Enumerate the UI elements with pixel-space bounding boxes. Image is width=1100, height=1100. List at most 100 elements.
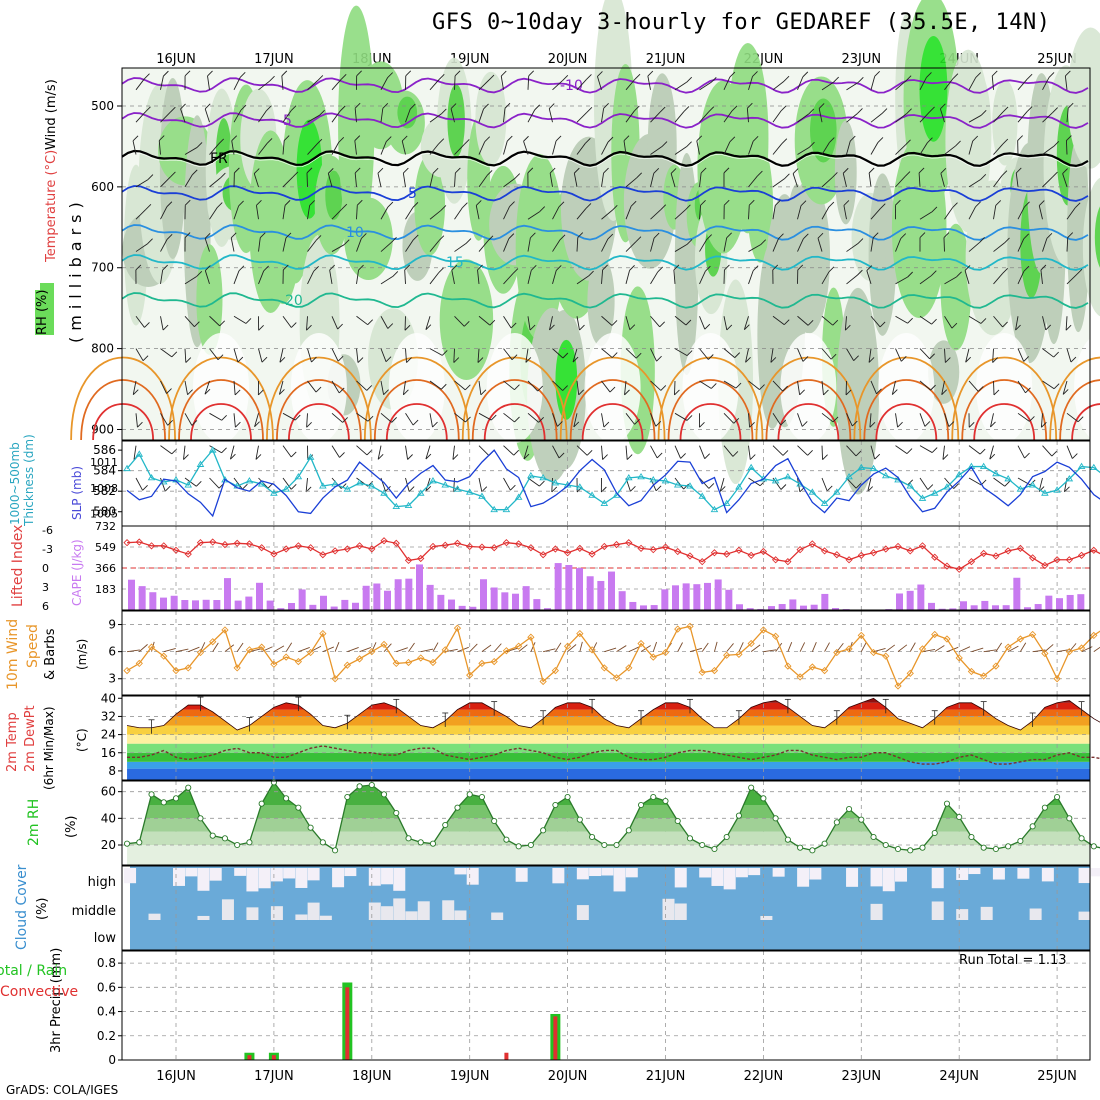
wind-barb <box>331 208 343 220</box>
wind-barb <box>307 380 317 393</box>
wind-barb <box>895 276 908 285</box>
wind-barb <box>160 176 171 188</box>
wind-barb-feather <box>170 171 176 178</box>
date-label-top: 16JUN <box>156 52 196 67</box>
wind-barb-feather <box>144 322 150 328</box>
rh-blob <box>414 153 446 256</box>
precip-label-b: Convective <box>0 984 79 1000</box>
wind-barb <box>233 380 236 395</box>
wind-barb <box>327 173 333 187</box>
wind-barb <box>939 108 945 123</box>
wind-barb <box>1065 140 1068 155</box>
cloud-high-gap <box>246 868 259 892</box>
cape-bar <box>544 608 551 610</box>
wind-barb-feather <box>585 203 592 209</box>
wind-barb <box>719 477 725 492</box>
slp-series <box>126 449 1100 518</box>
wind-barb <box>160 270 164 284</box>
cloud-mid-gap <box>760 915 773 920</box>
wind-barb <box>968 477 982 486</box>
rh-series-point <box>515 843 522 850</box>
wind-barb <box>869 413 872 428</box>
wind-barb <box>329 270 333 284</box>
wind-barb-feather <box>510 322 517 329</box>
wind-barb <box>331 412 343 423</box>
wind-barb <box>846 274 858 285</box>
wind-speed-series-point <box>882 652 890 660</box>
wind-barb <box>1062 173 1068 188</box>
date-label-top: 25JUN <box>1037 52 1077 67</box>
wind-barb <box>601 238 609 252</box>
wind-barb <box>699 205 702 220</box>
lifted-index-series-point <box>392 539 400 547</box>
wind-barb-feather <box>440 383 447 390</box>
wind-barb <box>748 205 750 220</box>
rh-blob <box>1067 27 1100 169</box>
wind-barb-feather <box>980 174 987 180</box>
wind-barb-feather <box>1074 202 1081 209</box>
surface-wind-barb <box>897 644 908 653</box>
wind-barb-feather <box>294 414 301 421</box>
wind-barb-feather <box>586 74 592 80</box>
rh-blob-moist <box>447 84 465 158</box>
wind-barb <box>944 348 946 363</box>
cloud-mid-gap <box>931 901 944 920</box>
wind-barb <box>184 147 198 155</box>
wind-barb <box>307 143 318 155</box>
wind-barb-feather <box>586 106 593 113</box>
wind-barb <box>209 477 220 489</box>
surface-wind-barb <box>1081 646 1093 653</box>
lifted-index-series-point <box>967 558 976 566</box>
wind-barb-feather <box>356 70 362 77</box>
wind-barb <box>503 477 511 491</box>
wind-barb-feather <box>167 420 173 426</box>
lifted-index-series-point <box>478 543 486 551</box>
wind-barb <box>307 114 320 123</box>
lifted-index-series-point <box>466 542 474 551</box>
wind-barb <box>282 477 292 490</box>
wind-barb <box>723 237 728 252</box>
rh-series-point <box>185 784 192 791</box>
lifted-index-series-point <box>686 552 694 560</box>
wind-barb <box>453 348 455 363</box>
wind-barb-feather <box>452 454 459 460</box>
thickness-tick-label: 584 <box>93 464 116 478</box>
wind-barb <box>233 270 240 285</box>
lifted-index-series-point <box>600 542 608 551</box>
wind-barb-feather <box>845 324 851 331</box>
wind-barb-feather <box>991 70 998 77</box>
lifted-index-series-point <box>931 553 939 561</box>
wind-barb <box>723 141 731 155</box>
wind-barb <box>527 270 532 285</box>
precip-convective-bar <box>553 1016 558 1060</box>
wind-barb-feather <box>385 485 391 492</box>
wind-speed-series-point <box>918 645 927 653</box>
wind-barb-feather <box>977 386 984 392</box>
cape-bar <box>1045 595 1053 610</box>
rh-series-point <box>735 812 742 819</box>
cloud-high-gap <box>197 868 210 891</box>
precip-tick-label: 0.6 <box>97 980 116 994</box>
warm-isotherm <box>266 356 372 441</box>
wind-barb <box>380 276 394 285</box>
wind-label-b: Speed <box>25 624 41 668</box>
wind-barb <box>968 178 982 188</box>
wind-barb-feather <box>1064 486 1070 493</box>
wind-barb-feather <box>525 357 532 363</box>
wind-speed-series-point <box>1041 649 1049 658</box>
wind-barb-feather <box>313 266 319 272</box>
wind-barb <box>968 315 982 324</box>
wind-barb-feather <box>941 389 948 395</box>
wind-barb-feather <box>279 356 286 363</box>
lifted-index-series-point <box>245 540 254 548</box>
wind-barb <box>625 206 632 220</box>
thickness-series-point <box>257 480 266 487</box>
rh-series-point <box>797 844 804 851</box>
rh-series-point <box>723 833 730 841</box>
wind-barb <box>919 77 927 91</box>
cape-tick-label: 366 <box>95 562 116 575</box>
cape-bar <box>992 605 999 610</box>
wind-barb <box>895 348 902 362</box>
rh-blob-moist <box>919 36 948 142</box>
wind-barb-feather <box>523 135 529 142</box>
